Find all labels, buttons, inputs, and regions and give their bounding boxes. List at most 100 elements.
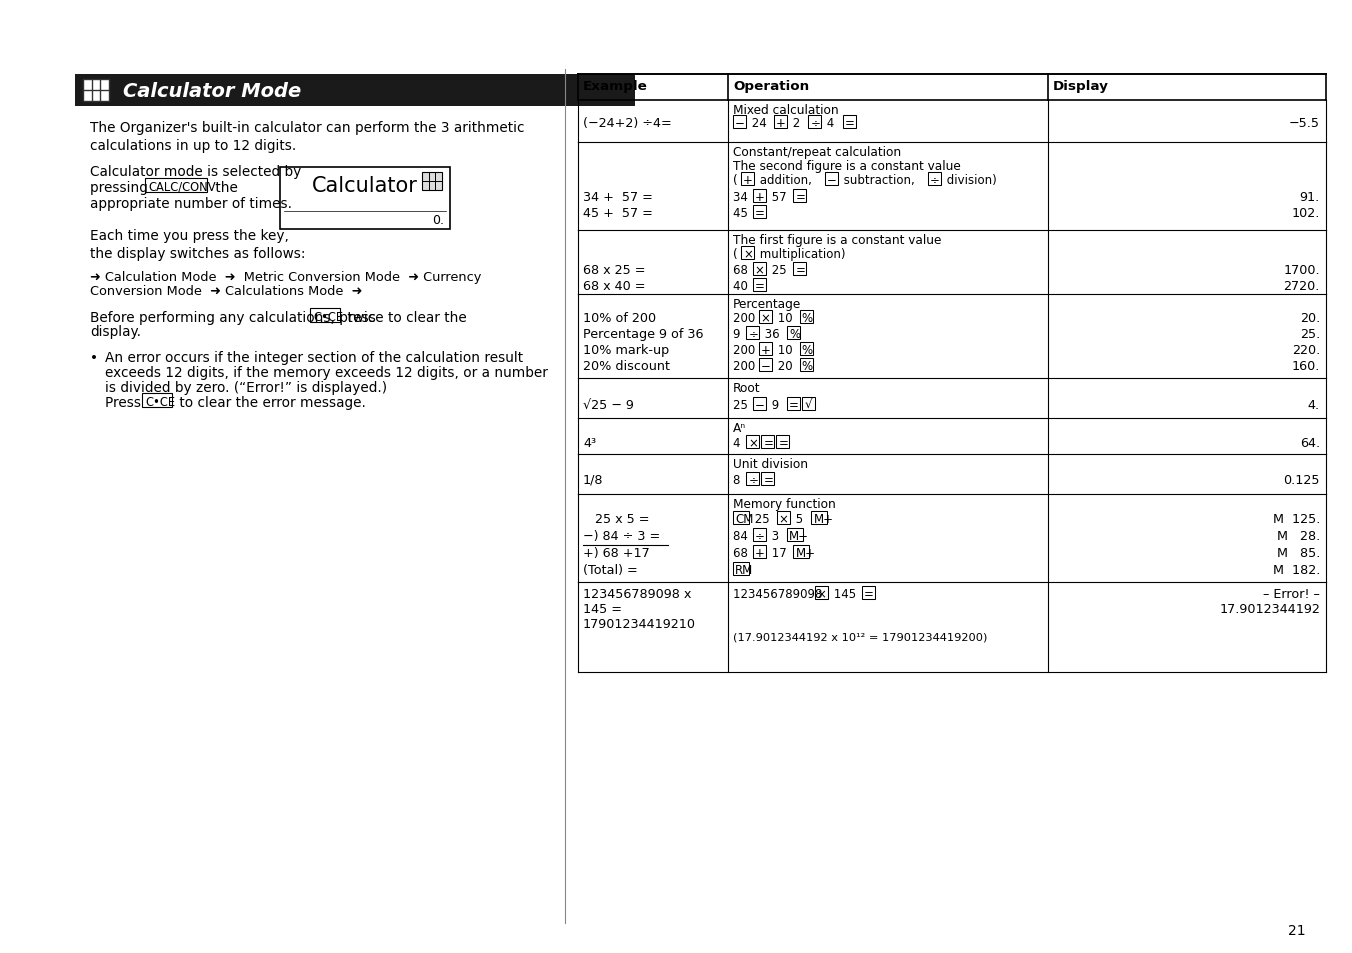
Text: =: = — [754, 280, 764, 293]
Text: 9: 9 — [768, 398, 783, 412]
Text: 20.: 20. — [1299, 312, 1320, 325]
Text: 4: 4 — [733, 436, 744, 450]
Text: 0.: 0. — [433, 213, 443, 227]
Text: 84: 84 — [733, 530, 752, 542]
Text: 68: 68 — [733, 546, 752, 559]
Text: 160.: 160. — [1291, 359, 1320, 373]
Text: =: = — [795, 191, 806, 204]
Bar — [758, 343, 772, 355]
Text: 25 x 5 =: 25 x 5 = — [583, 513, 649, 525]
Text: M+: M+ — [814, 513, 833, 525]
Text: 34: 34 — [733, 191, 752, 204]
Text: C•CE: C•CE — [145, 395, 176, 409]
Text: +) 68 +17: +) 68 +17 — [583, 546, 650, 559]
Text: exceeds 12 digits, if the memory exceeds 12 digits, or a number: exceeds 12 digits, if the memory exceeds… — [105, 366, 548, 379]
Text: 200: 200 — [733, 344, 758, 356]
Text: division): division) — [942, 173, 996, 187]
Text: 68 x 25 =: 68 x 25 = — [583, 264, 645, 276]
Text: 36: 36 — [761, 328, 784, 340]
Text: ÷: ÷ — [749, 474, 758, 486]
Text: Press: Press — [105, 395, 146, 410]
Text: M   85.: M 85. — [1276, 546, 1320, 559]
Text: display.: display. — [91, 325, 141, 338]
Text: M  182.: M 182. — [1272, 563, 1320, 577]
Text: M+: M+ — [795, 546, 815, 559]
Text: ×: × — [817, 587, 826, 600]
Bar — [799, 311, 813, 324]
Text: 3: 3 — [768, 530, 783, 542]
Text: 4³: 4³ — [583, 436, 596, 450]
Text: 17901234419210: 17901234419210 — [583, 618, 696, 630]
Text: C•CE: C•CE — [314, 311, 343, 324]
Text: %: % — [802, 344, 813, 356]
Text: 145 =: 145 = — [583, 602, 622, 616]
Text: pressing: pressing — [91, 181, 153, 194]
Text: Example: Example — [583, 80, 648, 92]
Text: Constant/repeat calculation: Constant/repeat calculation — [733, 146, 902, 159]
Bar — [733, 116, 746, 129]
Text: 45 +  57 =: 45 + 57 = — [583, 207, 653, 220]
Text: +: + — [744, 173, 753, 187]
Text: Display: Display — [1053, 80, 1109, 92]
Text: 8: 8 — [733, 474, 744, 486]
Text: ➜ Calculation Mode  ➜  Metric Conversion Mode  ➜ Currency: ➜ Calculation Mode ➜ Metric Conversion M… — [91, 271, 481, 284]
Text: 25: 25 — [733, 398, 752, 412]
Text: =: = — [795, 264, 806, 276]
Text: 4: 4 — [823, 117, 838, 130]
Bar — [142, 394, 172, 408]
Text: 17: 17 — [768, 546, 790, 559]
Text: Operation: Operation — [733, 80, 808, 92]
Text: 20% discount: 20% discount — [583, 359, 671, 373]
Text: Unit division: Unit division — [733, 457, 808, 471]
Bar — [758, 311, 772, 324]
Text: Root: Root — [733, 381, 760, 395]
Text: ×: × — [749, 436, 758, 450]
Bar — [74, 75, 635, 107]
Text: – Error! –: – Error! – — [1263, 587, 1320, 600]
Text: Calculator mode is selected by: Calculator mode is selected by — [91, 165, 301, 179]
Text: Percentage: Percentage — [733, 297, 802, 311]
Text: −) 84 ÷ 3 =: −) 84 ÷ 3 = — [583, 530, 660, 542]
Bar — [741, 172, 754, 186]
Bar — [746, 436, 760, 449]
Text: (−24+2) ÷4=: (−24+2) ÷4= — [583, 117, 672, 130]
Text: Calculator Mode: Calculator Mode — [123, 82, 301, 101]
Bar — [799, 343, 813, 355]
Text: is divided by zero. (“Error!” is displayed.): is divided by zero. (“Error!” is display… — [105, 380, 387, 395]
Text: RM: RM — [735, 563, 753, 577]
Text: 2: 2 — [788, 117, 804, 130]
Bar — [758, 358, 772, 372]
Text: 21: 21 — [1288, 923, 1306, 937]
Text: 91.: 91. — [1299, 191, 1320, 204]
Text: 102.: 102. — [1291, 207, 1320, 220]
Bar — [927, 172, 941, 186]
Text: 200: 200 — [733, 359, 758, 373]
Text: •: • — [91, 351, 97, 365]
Bar — [799, 358, 813, 372]
Text: M  125.: M 125. — [1272, 513, 1320, 525]
Text: −5.5: −5.5 — [1288, 117, 1320, 130]
Text: +: + — [761, 344, 771, 356]
Bar — [794, 545, 810, 558]
Text: ×: × — [779, 513, 788, 525]
Text: CM: CM — [735, 513, 753, 525]
Text: ÷: ÷ — [754, 530, 764, 542]
Text: −: − — [754, 398, 764, 412]
Bar — [794, 190, 806, 203]
Text: Calculator: Calculator — [312, 175, 418, 195]
Text: 68: 68 — [733, 264, 752, 276]
Text: An error occurs if the integer section of the calculation result: An error occurs if the integer section o… — [105, 351, 523, 365]
Text: =: = — [779, 436, 788, 450]
Text: 25: 25 — [768, 264, 790, 276]
Text: −: − — [761, 359, 771, 373]
Text: 5: 5 — [792, 513, 807, 525]
Text: =: = — [764, 436, 773, 450]
Bar — [753, 529, 765, 541]
Text: 68 x 40 =: 68 x 40 = — [583, 280, 645, 293]
Text: 9: 9 — [733, 328, 744, 340]
Text: M   28.: M 28. — [1276, 530, 1320, 542]
Text: =: = — [845, 117, 854, 130]
Text: (17.9012344192 x 10¹² = 17901234419200): (17.9012344192 x 10¹² = 17901234419200) — [733, 633, 987, 642]
Text: Percentage 9 of 36: Percentage 9 of 36 — [583, 328, 703, 340]
Text: 45: 45 — [733, 207, 752, 220]
